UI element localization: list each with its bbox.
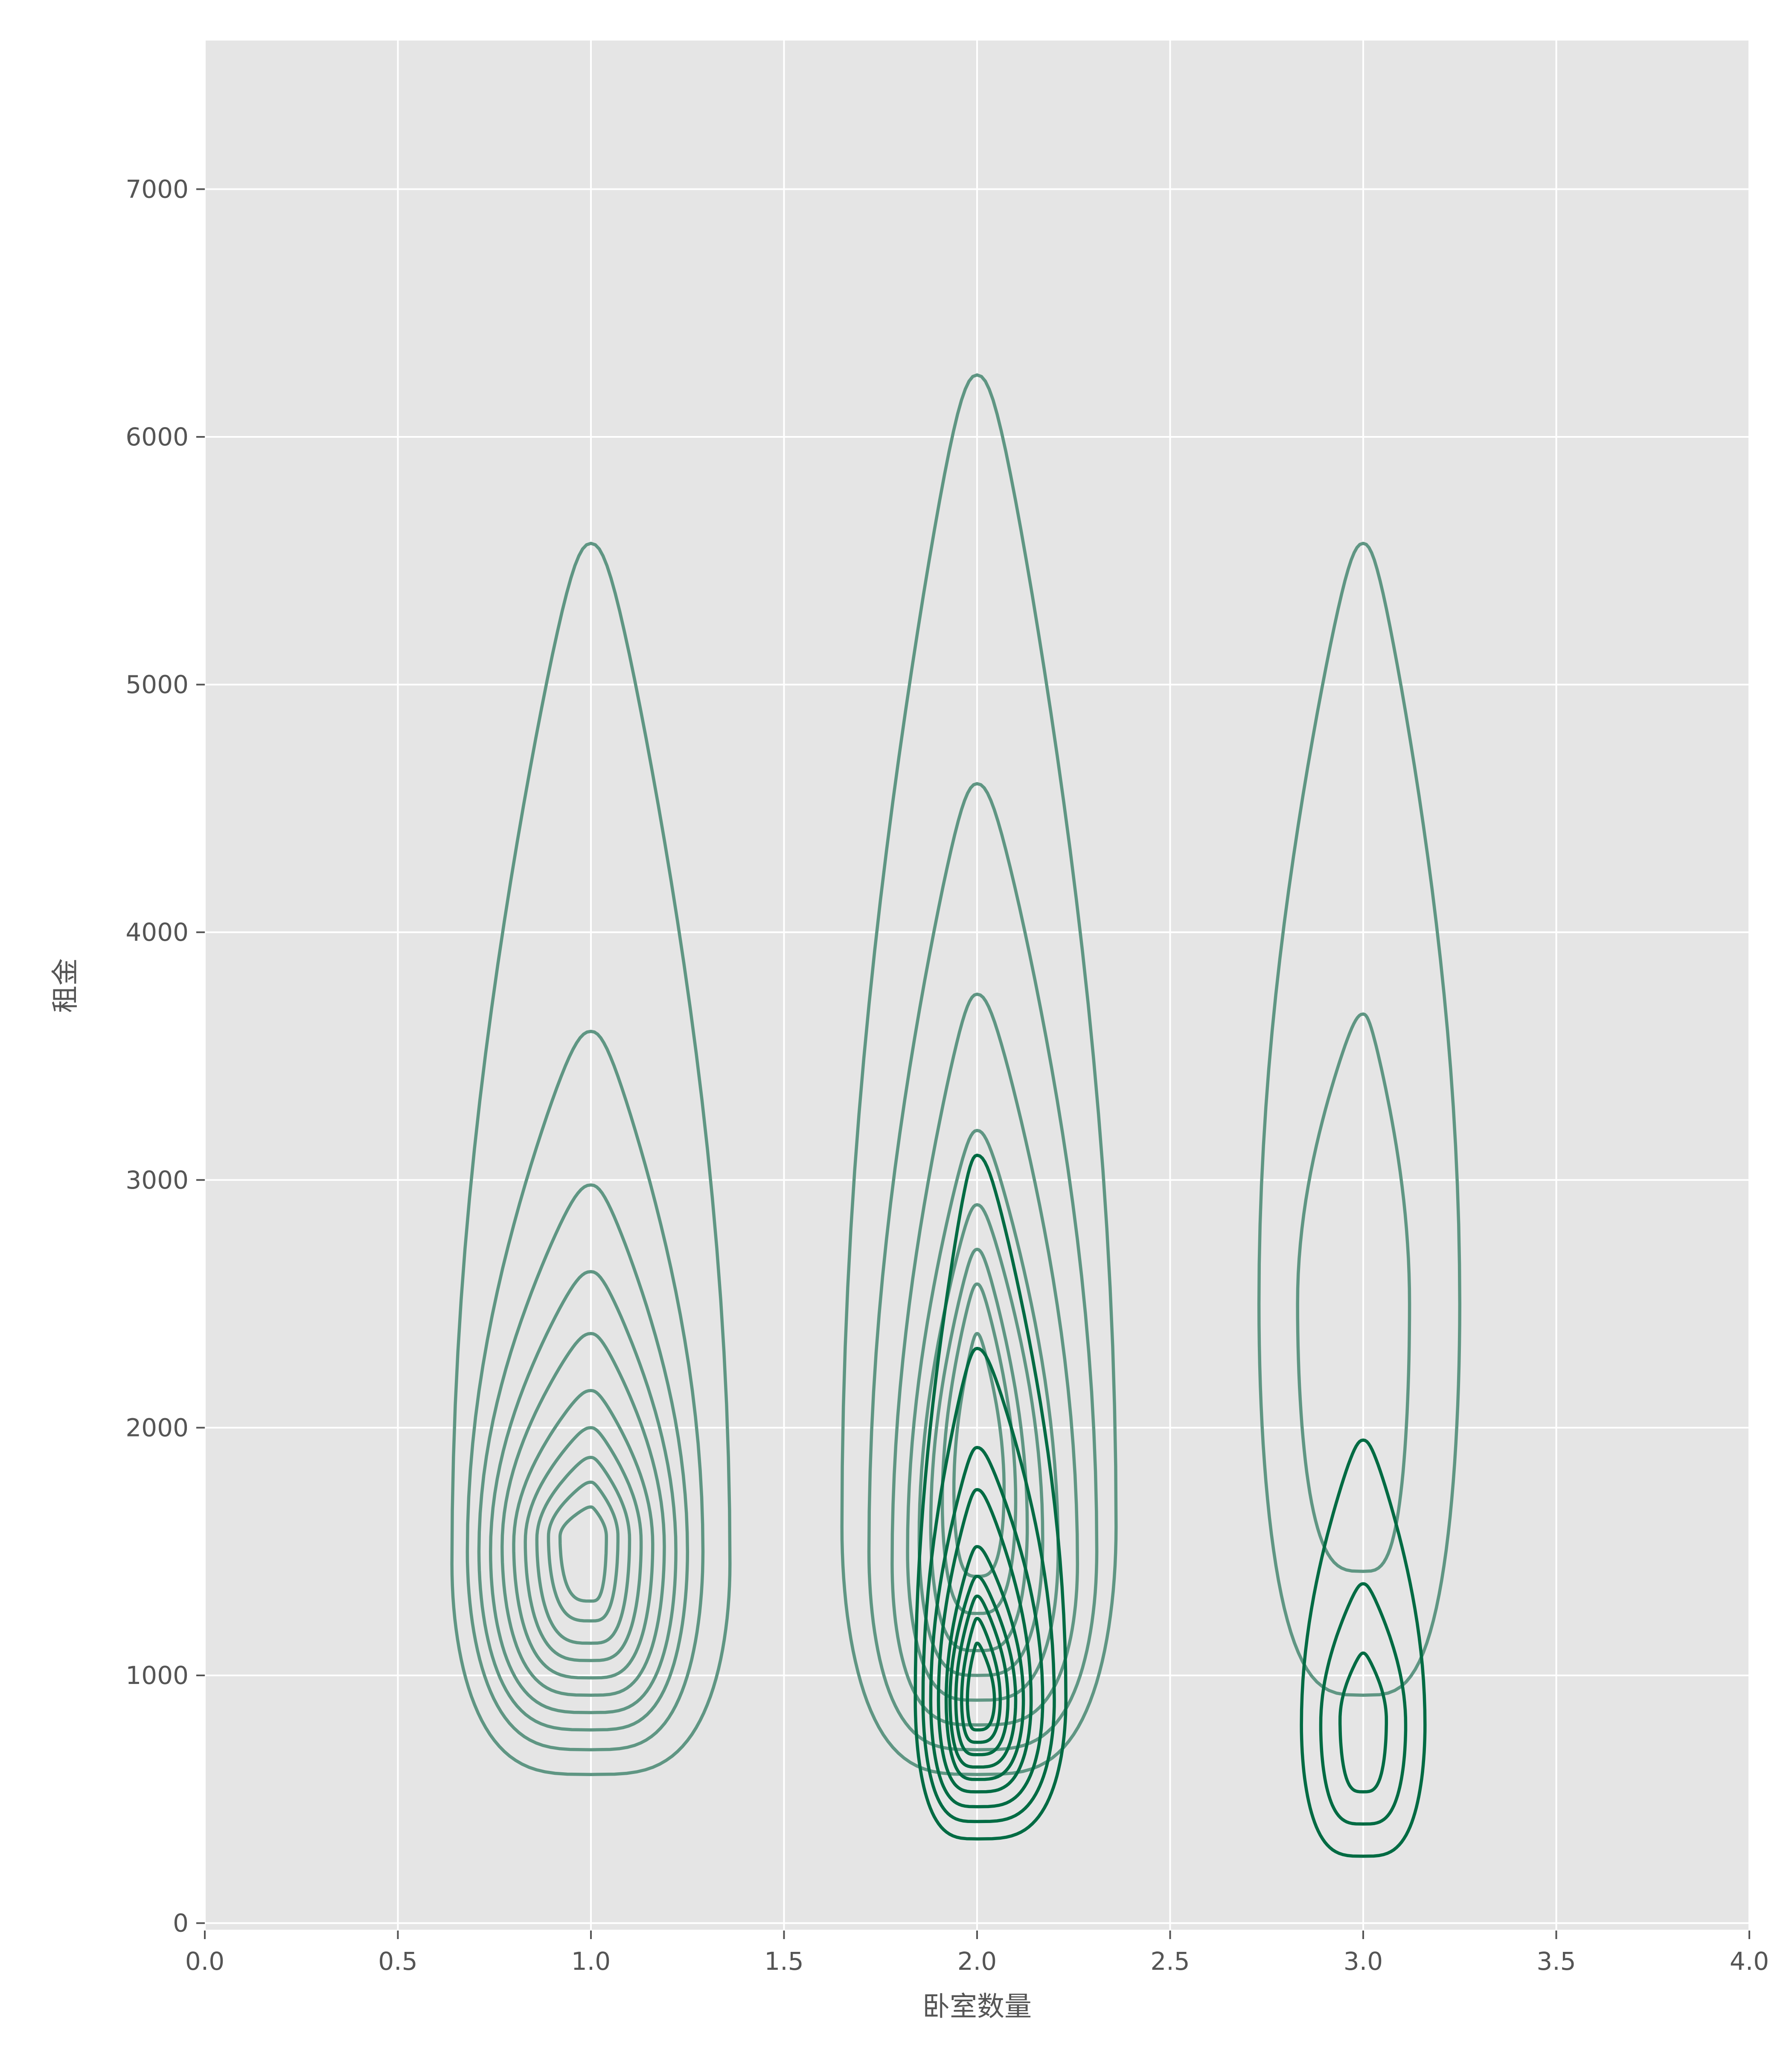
x-tick-label: 3.0 bbox=[1344, 1947, 1383, 1976]
contour-group bbox=[913, 1153, 1068, 1841]
contour-line bbox=[966, 1641, 996, 1732]
contour-line bbox=[500, 1332, 666, 1697]
contour-line bbox=[1319, 1582, 1408, 1826]
contour-line bbox=[948, 1574, 1018, 1769]
contour-line bbox=[1300, 1438, 1427, 1858]
y-tick-label: 1000 bbox=[125, 1661, 189, 1690]
contour-layer bbox=[450, 373, 1462, 1858]
x-tick-label: 1.5 bbox=[764, 1947, 803, 1976]
contour-line bbox=[937, 1488, 1033, 1794]
contour-line bbox=[524, 1426, 643, 1662]
x-tick-label: 0.0 bbox=[185, 1947, 224, 1976]
contour-group bbox=[1257, 541, 1462, 1697]
y-tick-label: 4000 bbox=[125, 918, 189, 947]
contour-line bbox=[535, 1456, 631, 1645]
contour-line bbox=[450, 541, 732, 1776]
y-tick-label: 0 bbox=[173, 1909, 189, 1938]
contour-line bbox=[1257, 541, 1462, 1697]
y-tick-label: 3000 bbox=[125, 1166, 189, 1195]
contour-line bbox=[867, 782, 1099, 1751]
contour-line bbox=[929, 1247, 1029, 1652]
contour-line bbox=[954, 1594, 1010, 1756]
contour-line bbox=[906, 1128, 1060, 1702]
x-tick-label: 4.0 bbox=[1730, 1947, 1769, 1976]
contour-group bbox=[450, 541, 732, 1776]
contour-line bbox=[477, 1183, 689, 1732]
x-tick-label: 3.5 bbox=[1536, 1947, 1576, 1976]
y-tick-label: 7000 bbox=[125, 174, 189, 204]
x-tick-label: 2.5 bbox=[1150, 1947, 1190, 1976]
contour-line bbox=[921, 1346, 1056, 1823]
y-axis-label: 租金 bbox=[50, 958, 81, 1013]
contour-line bbox=[913, 1153, 1068, 1841]
x-axis-label: 卧室数量 bbox=[922, 1991, 1032, 2023]
contour-line bbox=[489, 1270, 678, 1714]
x-tick-label: 0.5 bbox=[378, 1947, 417, 1976]
contour-line bbox=[465, 1029, 705, 1751]
x-tick-label: 1.0 bbox=[571, 1947, 611, 1976]
y-tick-label: 6000 bbox=[125, 422, 189, 451]
contour-line bbox=[929, 1446, 1044, 1809]
x-axis: 0.0 0.5 1.0 1.5 2.0 2.5 3.0 3.5 4.0 bbox=[185, 1930, 1769, 1976]
contour-line bbox=[558, 1505, 608, 1603]
contour-line bbox=[944, 1545, 1025, 1781]
y-tick-label: 2000 bbox=[125, 1413, 189, 1442]
contour-line bbox=[547, 1480, 620, 1623]
contour-line bbox=[1296, 1012, 1411, 1573]
contour-line bbox=[512, 1389, 655, 1680]
y-tick-label: 5000 bbox=[125, 670, 189, 699]
x-tick-label: 2.0 bbox=[957, 1947, 997, 1976]
contour-line bbox=[960, 1617, 1002, 1744]
contour-group bbox=[1300, 1438, 1427, 1858]
contour-line bbox=[940, 1282, 1018, 1615]
contour-line bbox=[840, 373, 1118, 1776]
contour-line bbox=[917, 1203, 1044, 1677]
y-axis: 0 1000 2000 3000 4000 5000 6000 7000 bbox=[125, 41, 206, 1938]
contour-group bbox=[840, 373, 1118, 1776]
contour-line bbox=[1338, 1651, 1388, 1794]
contour-line bbox=[890, 992, 1079, 1727]
